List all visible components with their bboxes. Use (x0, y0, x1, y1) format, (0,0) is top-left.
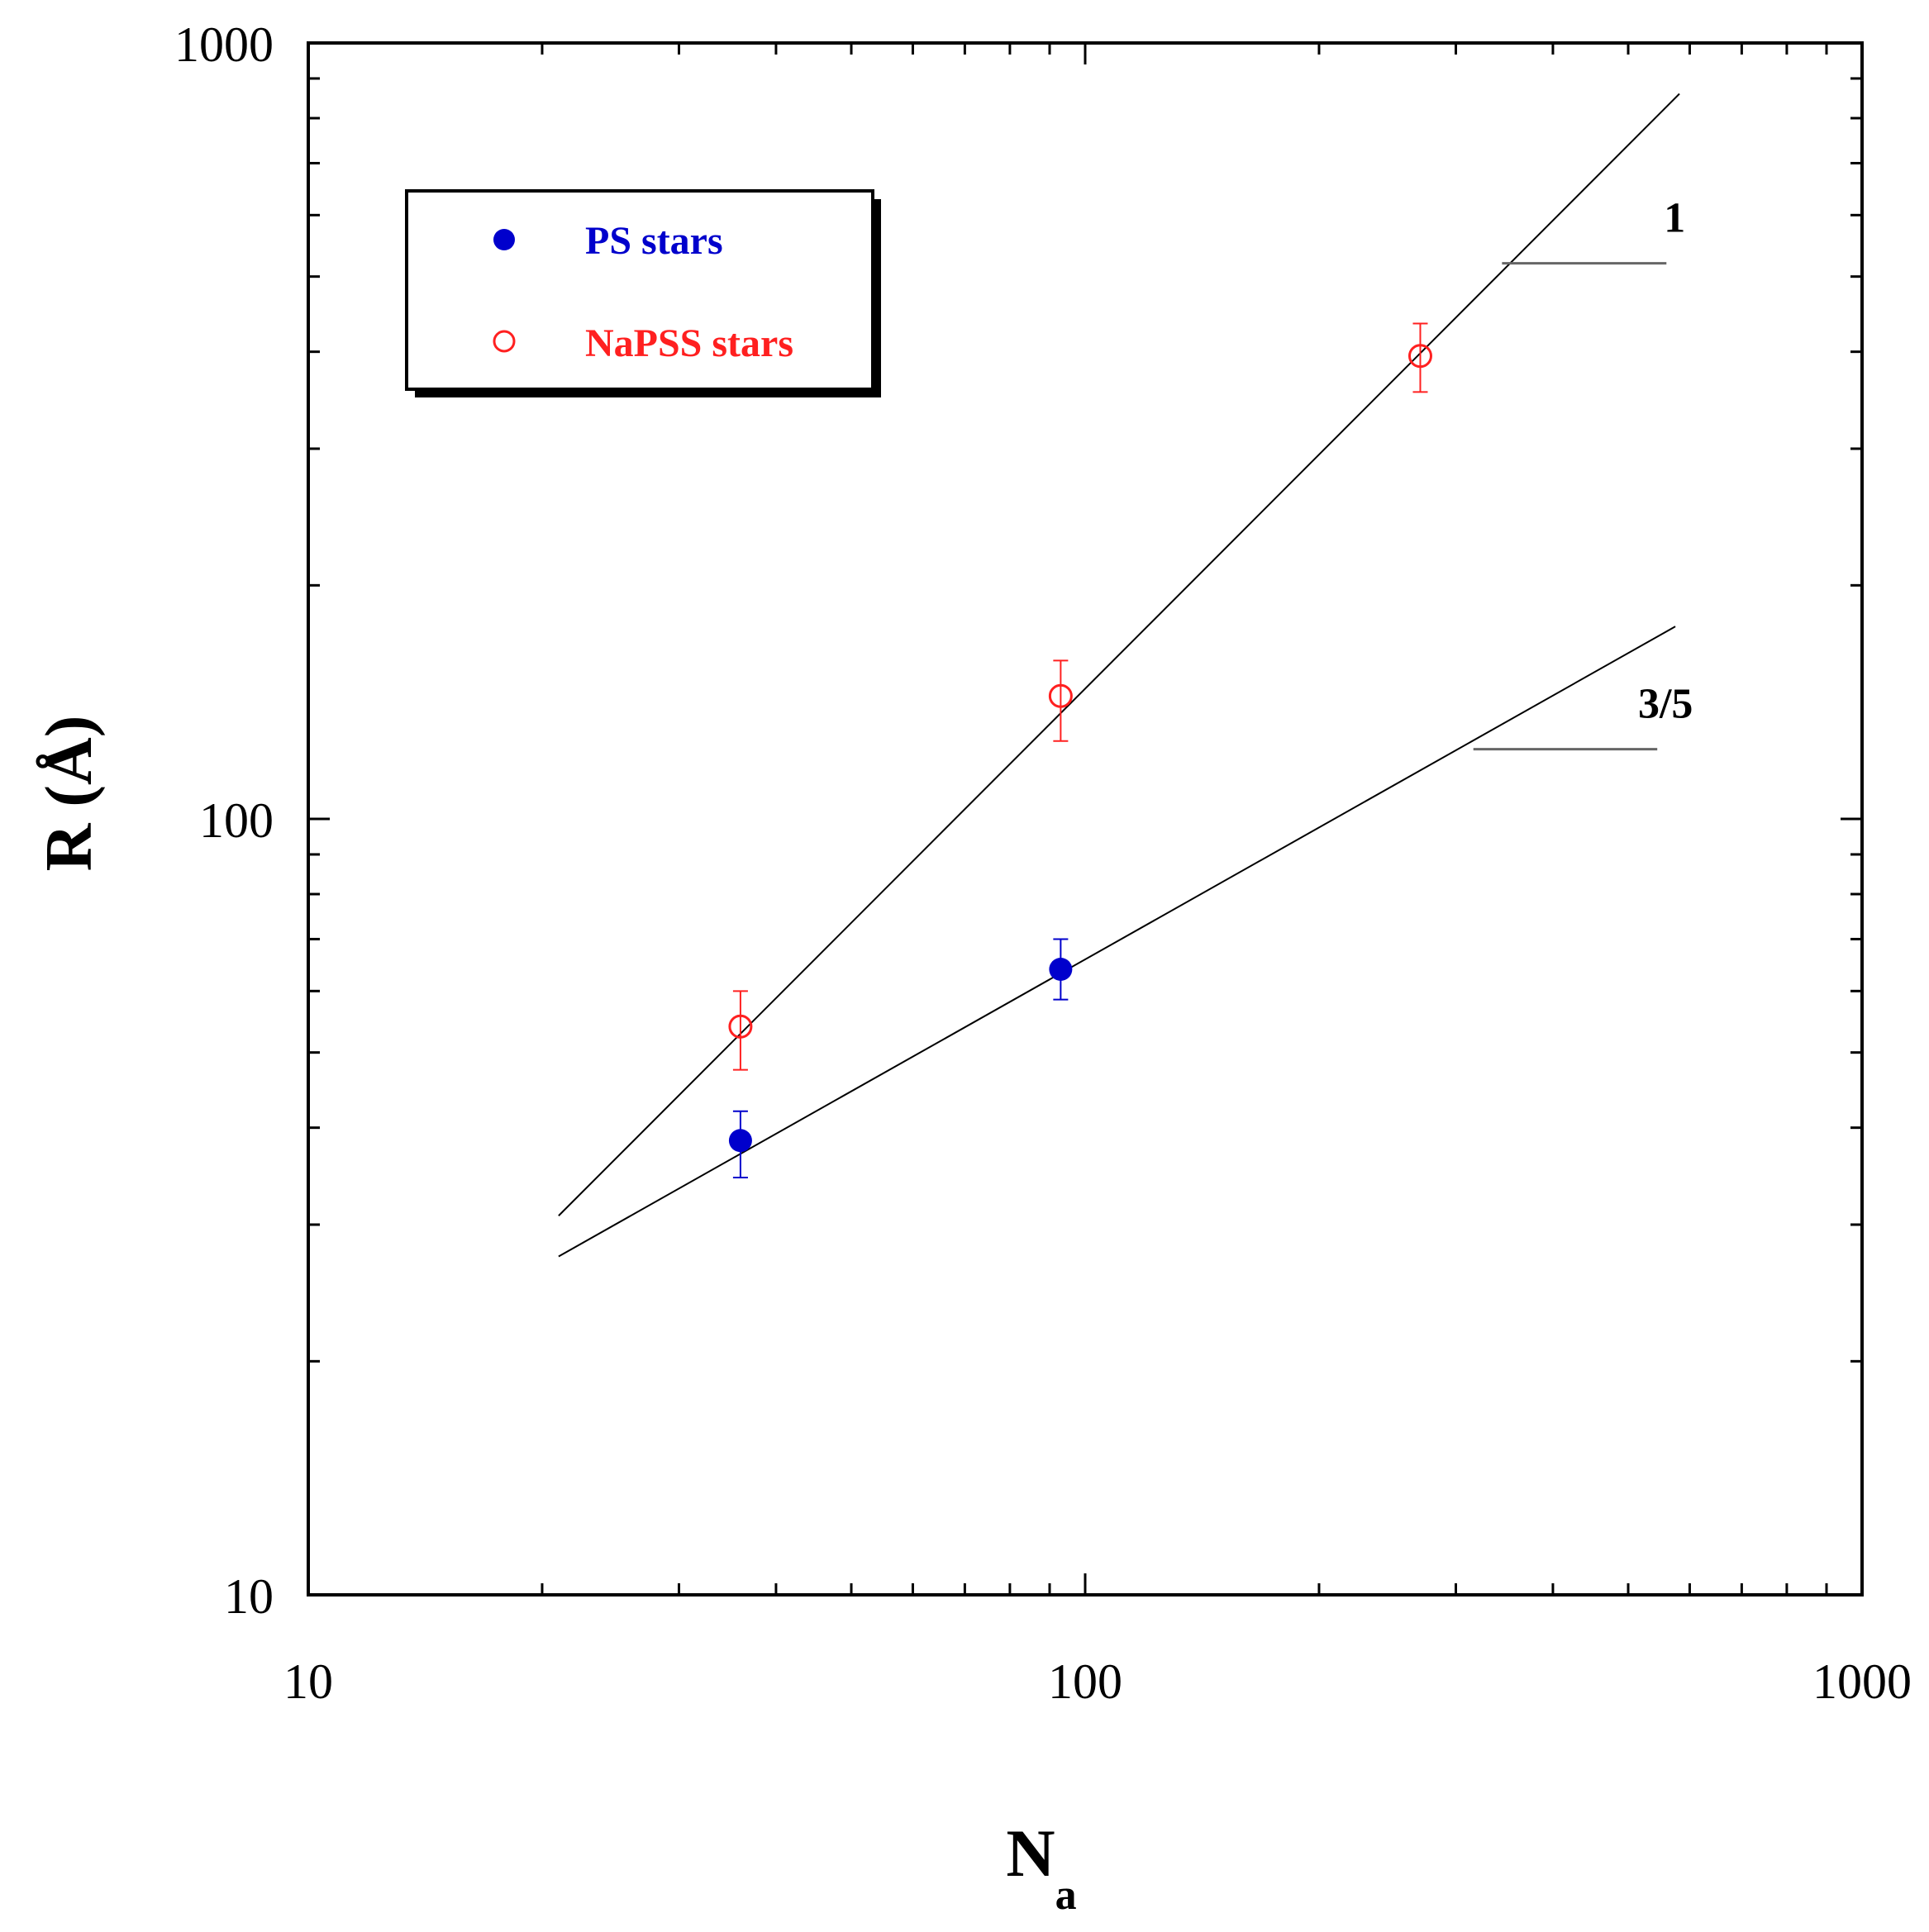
data-point (1049, 957, 1073, 981)
fit-line-slope-1 (558, 93, 1680, 1216)
data-series (728, 322, 1432, 1178)
series-ps-stars (728, 938, 1073, 1178)
legend-label-ps-stars: PS stars (585, 219, 723, 263)
series-napss-stars (728, 322, 1432, 1071)
slope-label: 3/5 (1638, 681, 1693, 728)
slope-label: 1 (1664, 195, 1685, 242)
data-point (1407, 344, 1432, 369)
y-tick-label: 1000 (174, 17, 274, 72)
fit-lines (558, 93, 1680, 1258)
legend-marker-napss-stars (493, 330, 516, 353)
x-tick-label: 100 (1048, 1654, 1122, 1709)
legend-marker-ps-stars (493, 229, 515, 250)
slope-markers: 1 3/5 (1473, 195, 1693, 751)
axis-tick-labels: 10 100 1000 10 100 1000 (174, 17, 1912, 1709)
y-axis-title: R (Å) (33, 716, 106, 872)
legend-box (405, 189, 874, 391)
axis-ticks (307, 41, 1864, 1597)
fit-line-slope-3-5 (558, 626, 1676, 1258)
y-tick-label: 10 (224, 1569, 274, 1624)
data-point (1048, 683, 1073, 708)
x-tick-label: 1000 (1812, 1654, 1912, 1709)
data-point (728, 1014, 753, 1039)
y-tick-label: 100 (199, 793, 274, 848)
data-point (728, 1129, 752, 1153)
x-axis-title-main: N (1006, 1815, 1055, 1891)
x-axis-title-subscript: a (1055, 1872, 1077, 1919)
legend-label-napss-stars: NaPSS stars (585, 321, 793, 365)
x-tick-label: 10 (283, 1654, 333, 1709)
x-axis-title: Na (1006, 1815, 1076, 1919)
legend: PS stars NaPSS stars (405, 189, 881, 397)
